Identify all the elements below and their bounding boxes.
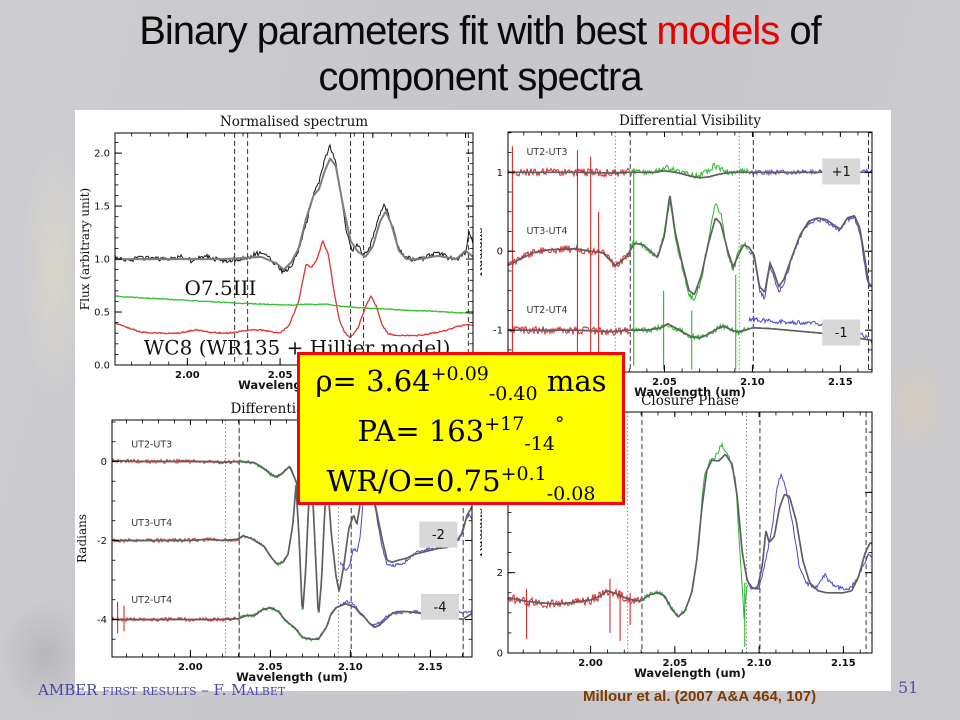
svg-text:2.10: 2.10 (338, 662, 363, 673)
svg-text:2.15: 2.15 (418, 662, 443, 673)
svg-text:-1: -1 (835, 326, 848, 341)
footer-presentation-title: AMBER first results – F. Malbet (38, 681, 286, 699)
svg-text:2.0: 2.0 (94, 149, 110, 160)
svg-text:1: 1 (497, 168, 503, 179)
slide-title-line1: Binary parameters fit with best models o… (0, 8, 960, 54)
svg-text:0.5: 0.5 (94, 308, 110, 319)
svg-text:O7.5III: O7.5III (185, 276, 257, 300)
svg-text:Flux (arbitrary unit): Flux (arbitrary unit) (78, 188, 92, 310)
value-upper-error: +0.09 (430, 363, 489, 385)
svg-text:0: 0 (101, 457, 107, 468)
svg-text:-2: -2 (97, 536, 107, 547)
svg-text:Closure Phase: Closure Phase (641, 395, 739, 409)
value-prefix: PA= 163 (357, 414, 485, 448)
svg-text:Radians: Radians (480, 508, 485, 557)
svg-text:2.10: 2.10 (740, 377, 765, 388)
plot-panel: 2.002.052.102.150.00.51.01.52.0O7.5IIIWC… (75, 110, 891, 691)
svg-text:UT2-UT3: UT2-UT3 (131, 440, 172, 451)
svg-text:2.05: 2.05 (652, 377, 677, 388)
svg-text:UT2-UT4: UT2-UT4 (526, 305, 567, 316)
svg-text:+1: +1 (832, 165, 851, 180)
normalised-spectrum-chart: 2.002.052.102.150.00.51.01.52.0O7.5IIIWC… (78, 114, 478, 392)
fit-result-flux-ratio: WR/O=0.75+0.1-0.08 (300, 458, 622, 508)
value-upper-error: +17 (484, 413, 525, 435)
svg-text:-4: -4 (97, 615, 107, 626)
svg-text:Normalised spectrum: Normalised spectrum (220, 114, 368, 130)
svg-text:-4: -4 (434, 600, 447, 615)
svg-text:2.05: 2.05 (662, 658, 687, 669)
slide-title: Binary parameters fit with best models o… (0, 8, 960, 100)
slide-title-line2: component spectra (318, 55, 642, 99)
value-prefix: ρ= 3.64 (315, 364, 431, 398)
svg-text:2.15: 2.15 (831, 658, 856, 669)
svg-text:-1: -1 (493, 326, 503, 337)
title-text: Binary parameters fit with best (139, 9, 657, 53)
svg-text:0: 0 (497, 649, 503, 660)
degree-symbol: ° (554, 413, 565, 435)
footer-citation: Millour et al. (2007 A&A 464, 107) (583, 688, 817, 705)
svg-text:-2: -2 (432, 528, 445, 543)
svg-text:UT3-UT4: UT3-UT4 (131, 518, 172, 529)
svg-text:Wavelength (um): Wavelength (um) (634, 666, 746, 680)
svg-text:2.00: 2.00 (578, 658, 603, 669)
svg-text:2.00: 2.00 (175, 370, 200, 381)
svg-text:2.15: 2.15 (828, 377, 853, 388)
svg-text:Differential Visibility: Differential Visibility (619, 113, 761, 129)
fit-results-box: ρ= 3.64+0.09-0.40 mas PA= 163+17-14° WR/… (297, 352, 625, 505)
svg-text:2.05: 2.05 (258, 662, 283, 673)
value-lower-error: -0.40 (488, 383, 538, 405)
value-lower-error: -14 (524, 433, 555, 455)
svg-text:2.10: 2.10 (747, 658, 772, 669)
svg-text:2.05: 2.05 (268, 370, 293, 381)
value-lower-error: -0.08 (546, 483, 596, 505)
value-upper-error: +0.1 (500, 463, 547, 485)
svg-text:Wavelength (um): Wavelength (um) (634, 385, 746, 399)
svg-text:Wavelength (um): Wavelength (um) (236, 670, 348, 684)
svg-text:UT2-UT3: UT2-UT3 (526, 147, 567, 158)
svg-text:2.00: 2.00 (178, 662, 203, 673)
svg-text:1.0: 1.0 (94, 255, 110, 266)
slide-number: 51 (898, 678, 919, 697)
svg-text:UT3-UT4: UT3-UT4 (526, 226, 567, 237)
svg-text:2: 2 (497, 568, 503, 579)
svg-text:Radians: Radians (77, 514, 89, 563)
svg-text:0.0: 0.0 (94, 361, 110, 372)
svg-text:UT2-UT4: UT2-UT4 (131, 595, 172, 606)
fit-result-separation: ρ= 3.64+0.09-0.40 mas (300, 358, 622, 408)
title-text-tail: of (779, 9, 821, 53)
svg-text:0: 0 (497, 247, 503, 258)
fit-result-position-angle: PA= 163+17-14° (300, 408, 622, 458)
svg-text:Radians: Radians (480, 227, 485, 276)
value-prefix: WR/O=0.75 (326, 464, 501, 498)
differential-visibility-chart: 2.002.052.102.15-101UT2-UT3UT3-UT4UT2-UT… (480, 113, 873, 399)
svg-text:1.5: 1.5 (94, 202, 110, 213)
title-highlight: models (656, 9, 780, 53)
value-unit: mas (537, 364, 607, 398)
